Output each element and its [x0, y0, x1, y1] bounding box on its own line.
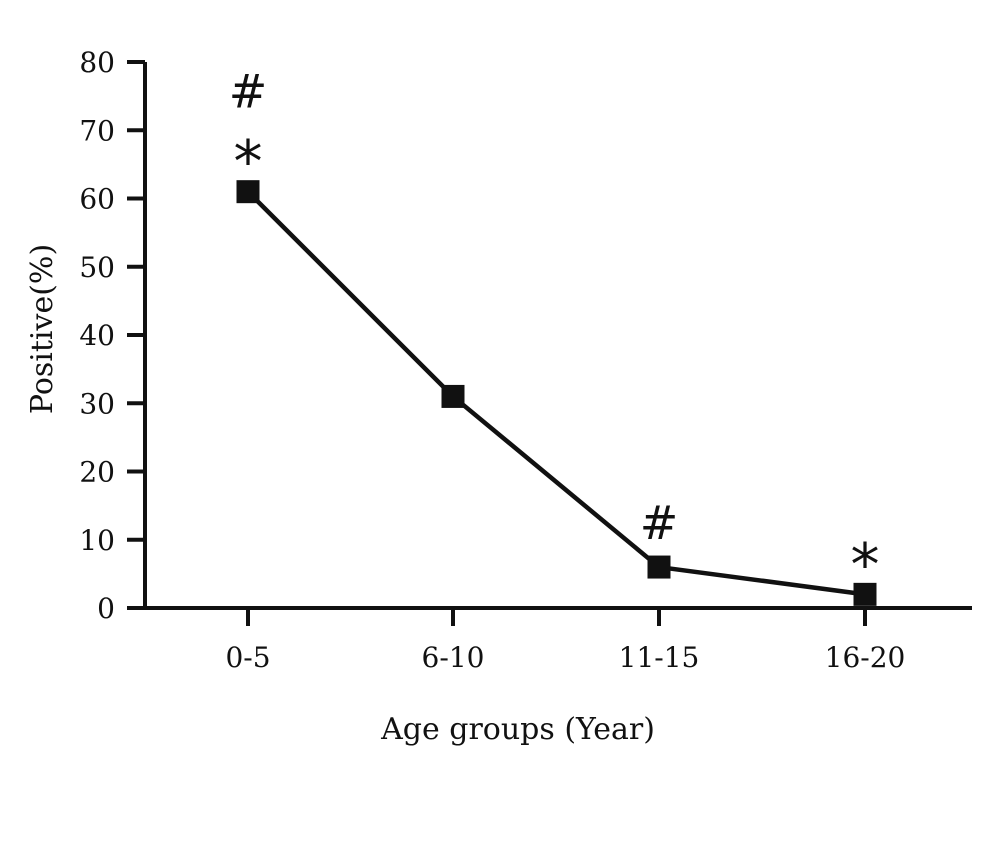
x-tick-label: 6-10 [422, 641, 485, 674]
y-tick-label: 10 [79, 524, 115, 557]
y-axis-ticks: 0 10 20 30 40 50 60 70 80 [79, 46, 145, 625]
y-tick-label: 40 [79, 319, 115, 352]
y-tick-label: 20 [79, 456, 115, 489]
significance-star: * [851, 530, 880, 598]
series-line [246, 190, 866, 597]
y-tick-label: 70 [79, 114, 115, 147]
x-tick-label: 0-5 [225, 641, 270, 674]
significance-star: * [234, 128, 263, 196]
data-point-marker [236, 180, 260, 204]
data-point-marker [853, 582, 877, 606]
y-axis-title: Positive(%) [25, 244, 60, 414]
x-tick-label: 11-15 [619, 641, 700, 674]
significance-hash: # [229, 65, 268, 119]
significance-hash: # [640, 496, 679, 550]
x-axis-ticks: 0-5 6-10 11-15 16-20 [225, 608, 905, 674]
y-tick-label: 0 [97, 592, 115, 625]
data-point-marker [647, 555, 671, 579]
data-point-marker [441, 384, 465, 408]
y-tick-label: 80 [79, 46, 115, 79]
y-tick-label: 60 [79, 183, 115, 216]
x-axis-title: Age groups (Year) [380, 712, 655, 747]
series [236, 180, 877, 606]
axes [143, 62, 972, 610]
annotations: * # # * [229, 65, 880, 599]
x-tick-label: 16-20 [825, 641, 906, 674]
y-tick-label: 50 [79, 251, 115, 284]
y-tick-label: 30 [79, 387, 115, 420]
